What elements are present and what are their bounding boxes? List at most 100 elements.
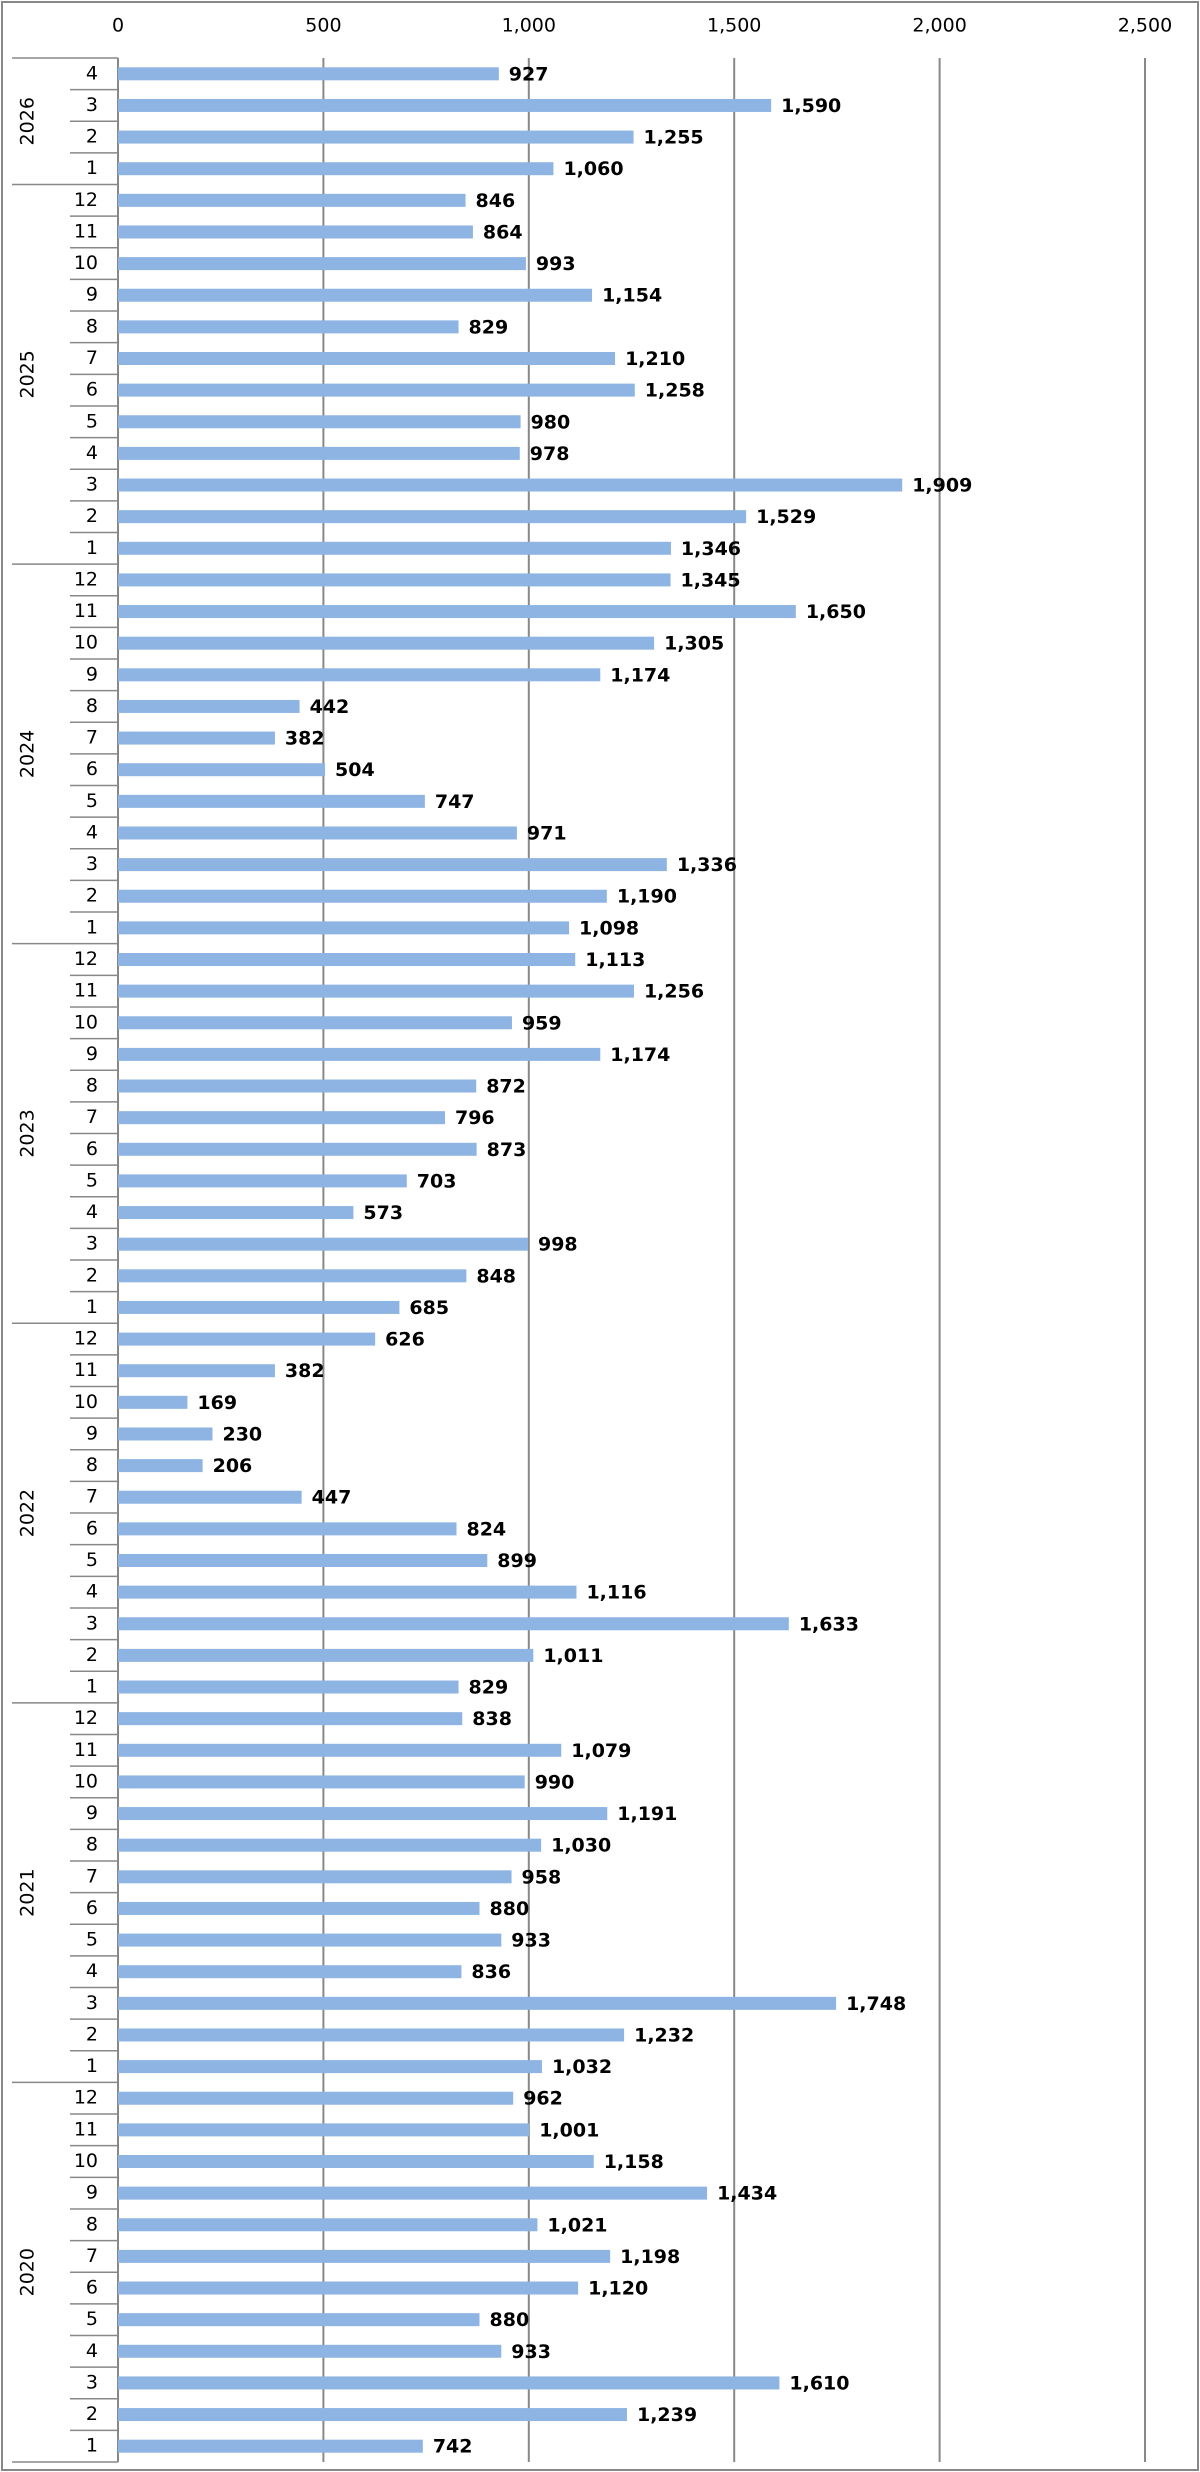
bar	[118, 383, 635, 397]
bar	[118, 668, 601, 682]
bar	[118, 731, 275, 745]
bar	[118, 478, 903, 492]
bar	[118, 2060, 542, 2074]
value-label: 1,909	[912, 475, 972, 497]
bar	[118, 1901, 480, 1915]
category-label: 5	[86, 2308, 98, 2330]
value-label: 1,174	[610, 664, 670, 686]
bar	[118, 1111, 445, 1125]
bar	[118, 2313, 480, 2327]
x-tick-label: 500	[305, 15, 341, 37]
value-label: 504	[335, 759, 375, 781]
group-label: 2022	[17, 1489, 39, 1537]
bar	[118, 1079, 477, 1093]
category-label: 11	[74, 600, 98, 622]
bar	[118, 352, 616, 365]
value-label: 1,001	[539, 2119, 599, 2141]
category-label: 11	[74, 1739, 98, 1761]
category-label: 4	[86, 1960, 98, 1982]
value-label: 703	[417, 1170, 457, 1192]
value-label: 927	[509, 63, 549, 85]
category-label: 10	[74, 632, 98, 654]
value-label: 848	[476, 1265, 516, 1287]
bar	[118, 1743, 562, 1757]
category-label: 4	[86, 2340, 98, 2362]
category-label: 4	[86, 442, 98, 464]
value-label: 1,255	[644, 127, 704, 149]
bar	[118, 1490, 302, 1504]
value-label: 899	[497, 1550, 537, 1572]
category-label: 12	[74, 568, 98, 590]
value-label: 1,190	[617, 886, 677, 908]
category-label: 5	[86, 410, 98, 432]
category-label: 7	[86, 1106, 98, 1128]
category-label: 3	[86, 2371, 98, 2393]
category-label: 10	[74, 2150, 98, 2172]
value-label: 1,120	[588, 2278, 648, 2300]
bar	[118, 1206, 354, 1220]
value-label: 993	[536, 253, 576, 275]
value-label: 1,191	[617, 1803, 677, 1825]
category-label: 5	[86, 1169, 98, 1191]
bar	[118, 1047, 601, 1061]
bar	[118, 2091, 514, 2105]
value-label: 1,610	[789, 2372, 849, 2394]
category-label: 8	[86, 1075, 98, 1097]
category-label: 8	[86, 695, 98, 717]
bar	[118, 1712, 463, 1726]
bar	[118, 1332, 376, 1346]
category-label: 6	[86, 758, 98, 780]
category-label: 6	[86, 1897, 98, 1919]
bar	[118, 510, 747, 524]
bar	[118, 2218, 538, 2232]
x-tick-label: 1,500	[707, 15, 761, 37]
category-label: 9	[86, 1422, 98, 1444]
category-label: 1	[86, 157, 98, 179]
value-label: 1,256	[644, 981, 704, 1003]
value-label: 1,258	[645, 380, 705, 402]
value-label: 1,098	[579, 917, 639, 939]
value-label: 1,345	[681, 569, 741, 591]
value-label: 1,174	[610, 1044, 670, 1066]
value-label: 1,011	[543, 1645, 603, 1667]
value-label: 1,434	[717, 2183, 777, 2205]
category-label: 10	[74, 1770, 98, 1792]
bar	[118, 415, 521, 429]
bar	[118, 162, 554, 176]
category-label: 1	[86, 2435, 98, 2457]
category-label: 11	[74, 2118, 98, 2140]
bar	[118, 1775, 525, 1789]
category-label: 5	[86, 790, 98, 812]
value-label: 933	[511, 1930, 551, 1952]
bar	[118, 605, 796, 619]
value-label: 962	[523, 2088, 563, 2110]
bar	[118, 1838, 542, 1852]
value-label: 933	[511, 2341, 551, 2363]
bar	[118, 1585, 577, 1599]
x-tick-label: 1,000	[502, 15, 556, 37]
bar	[118, 2439, 423, 2453]
category-label: 7	[86, 1486, 98, 1508]
category-label: 3	[86, 474, 98, 496]
category-label: 2	[86, 2403, 98, 2425]
bar	[118, 1300, 400, 1314]
bar	[118, 1617, 789, 1631]
value-label: 796	[455, 1107, 495, 1129]
category-label: 7	[86, 347, 98, 369]
value-label: 1,113	[585, 949, 645, 971]
value-label: 880	[490, 2309, 530, 2331]
bar	[118, 2155, 594, 2168]
bar	[118, 2028, 625, 2042]
value-label: 1,590	[781, 95, 841, 117]
category-label: 10	[74, 1391, 98, 1413]
category-label: 2	[86, 1264, 98, 1286]
category-label: 11	[74, 980, 98, 1002]
bar	[118, 1996, 837, 2010]
value-label: 1,032	[552, 2056, 612, 2078]
bar	[118, 1807, 608, 1821]
bar	[118, 2376, 780, 2390]
bar	[118, 1016, 512, 1030]
category-label: 3	[86, 1233, 98, 1255]
